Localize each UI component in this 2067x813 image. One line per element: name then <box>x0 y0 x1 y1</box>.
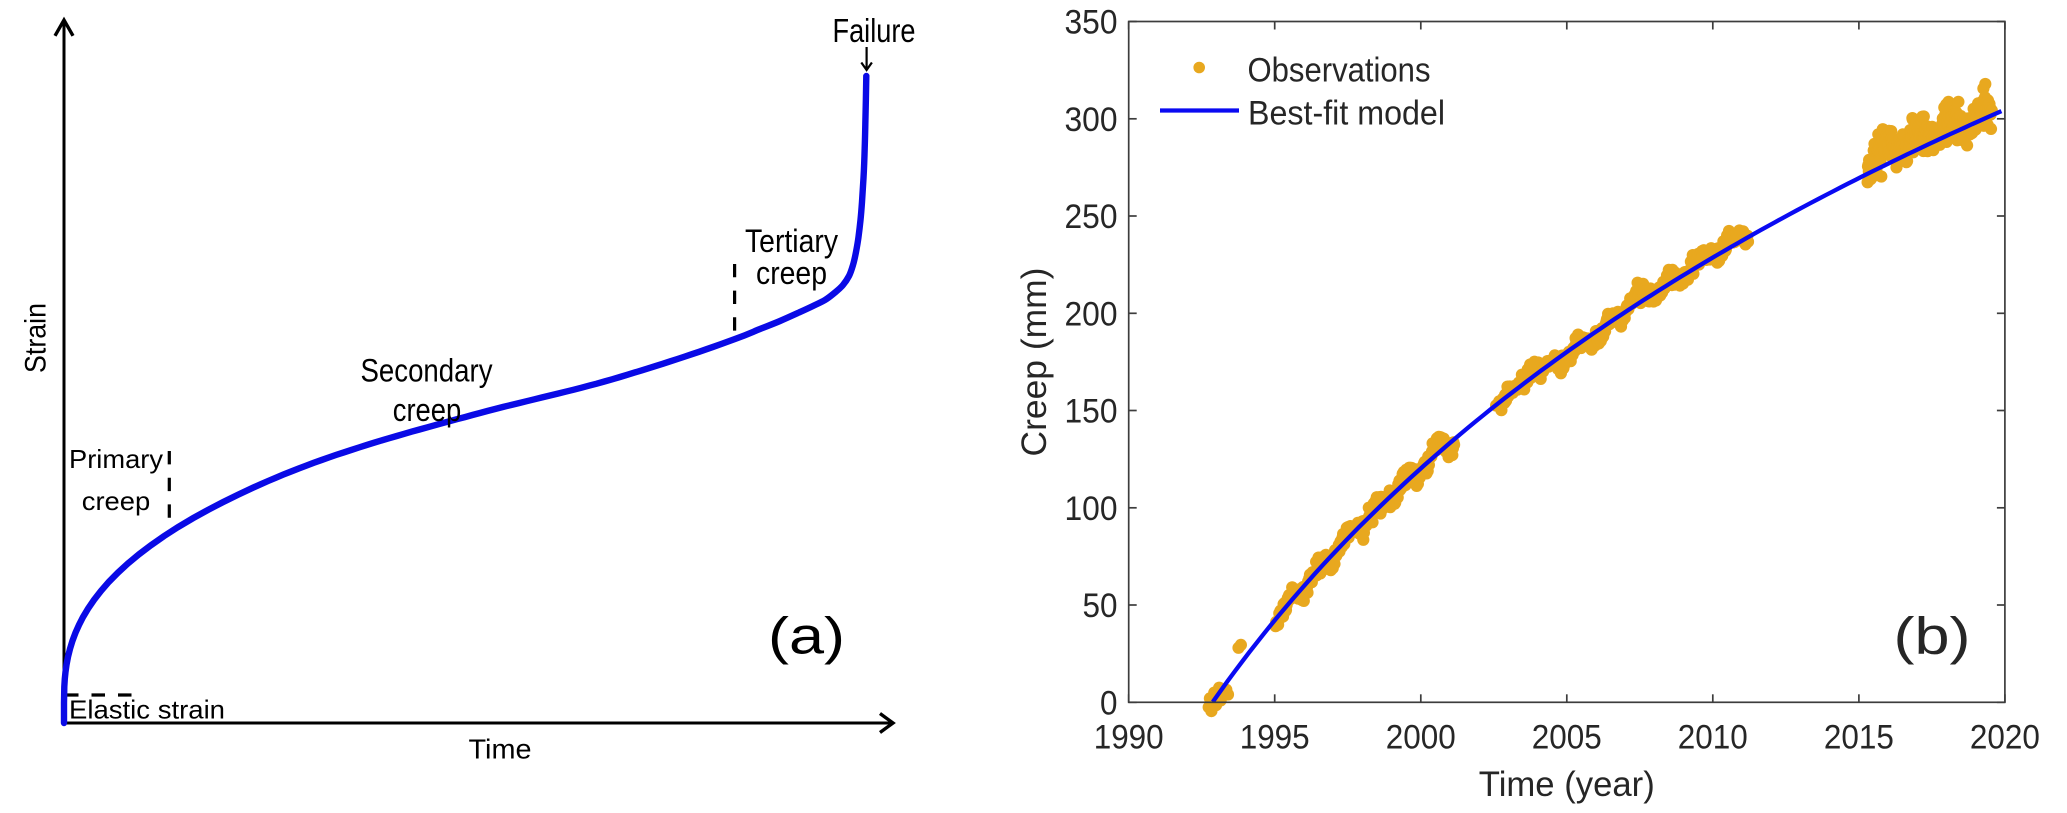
svg-text:50: 50 <box>1083 587 1118 625</box>
svg-text:Failure: Failure <box>833 12 916 49</box>
svg-text:200: 200 <box>1065 295 1118 333</box>
svg-text:0: 0 <box>1100 684 1118 722</box>
svg-text:Best-fit model: Best-fit model <box>1248 94 1445 132</box>
svg-text:creep: creep <box>82 486 151 516</box>
svg-text:100: 100 <box>1065 490 1118 528</box>
svg-text:Elastic strain: Elastic strain <box>69 695 225 725</box>
svg-text:Creep (mm): Creep (mm) <box>1015 268 1054 457</box>
svg-text:300: 300 <box>1065 101 1118 139</box>
svg-text:(b): (b) <box>1894 607 1971 665</box>
svg-text:Tertiary: Tertiary <box>745 223 839 259</box>
svg-text:creep: creep <box>393 392 462 428</box>
svg-text:1990: 1990 <box>1094 719 1164 757</box>
svg-text:Secondary: Secondary <box>361 353 493 389</box>
svg-text:2010: 2010 <box>1678 719 1748 757</box>
svg-text:Strain: Strain <box>20 303 53 373</box>
svg-text:2000: 2000 <box>1386 719 1456 757</box>
svg-text:2015: 2015 <box>1824 719 1894 757</box>
svg-text:2020: 2020 <box>1970 719 2040 757</box>
svg-text:2005: 2005 <box>1532 719 1602 757</box>
svg-text:(a): (a) <box>768 607 845 665</box>
svg-text:150: 150 <box>1065 393 1118 431</box>
svg-text:1995: 1995 <box>1240 719 1310 757</box>
svg-text:Primary: Primary <box>69 444 163 474</box>
svg-text:creep: creep <box>756 255 827 291</box>
svg-text:350: 350 <box>1065 4 1118 42</box>
svg-text:Time (year): Time (year) <box>1479 765 1655 804</box>
svg-text:Time: Time <box>469 734 532 765</box>
svg-text:Observations: Observations <box>1248 52 1431 90</box>
svg-text:250: 250 <box>1065 198 1118 236</box>
